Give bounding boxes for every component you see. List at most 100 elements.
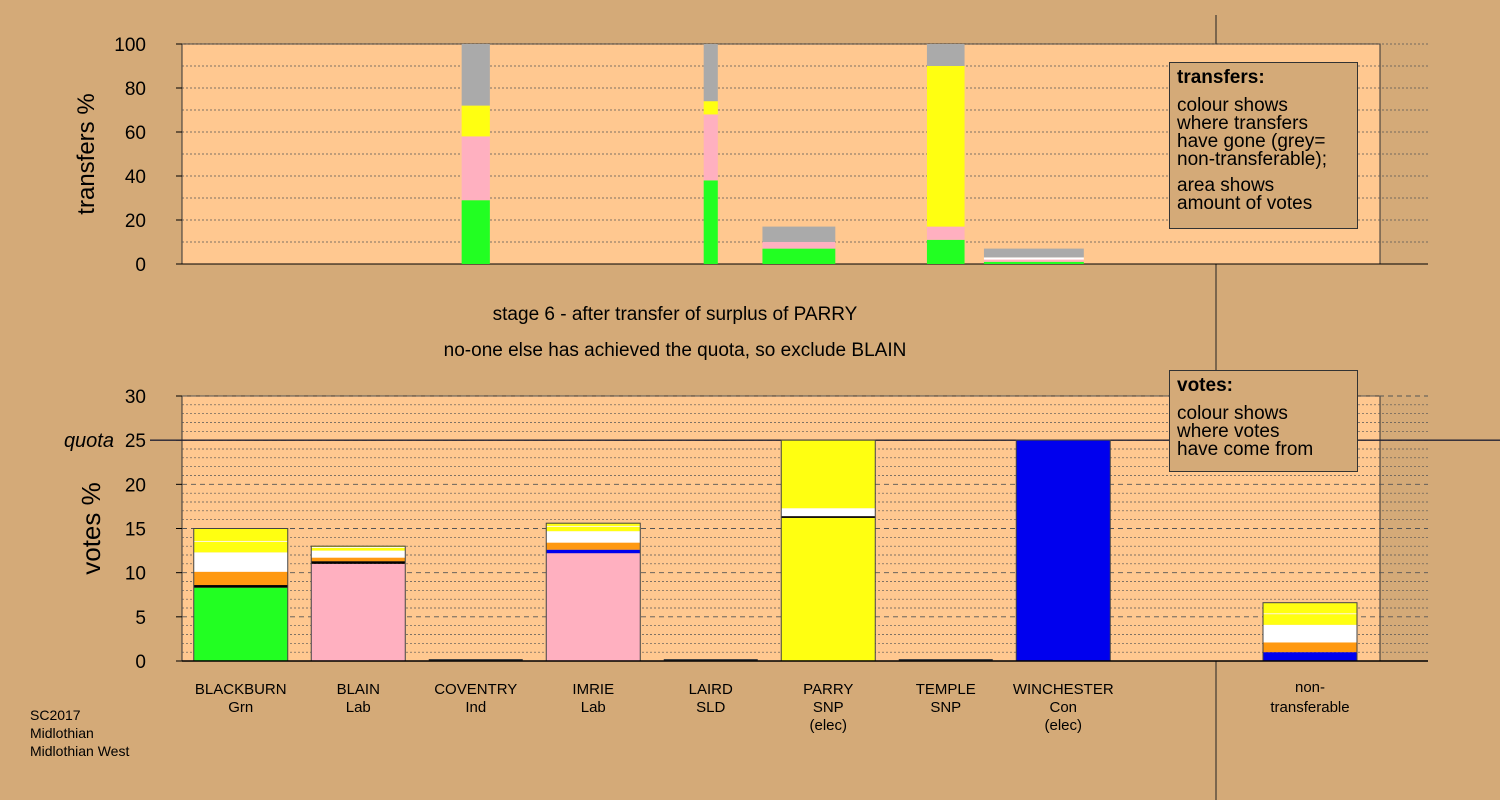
votes-tick-label: 30	[125, 387, 146, 408]
transfer-segment-pink	[762, 242, 836, 249]
candidate-party-label: Lab	[346, 699, 371, 716]
bar-parry-segment-yellow	[781, 440, 876, 509]
transfers-tick-label: 80	[125, 79, 146, 100]
bar-blain-segment-white	[311, 550, 406, 558]
footer-election: SC2017	[30, 707, 81, 723]
bar-nontransferable-segment-white	[1263, 624, 1357, 643]
candidate-name-label: PARRY	[803, 681, 853, 698]
transfers-tick-label: 60	[125, 123, 146, 144]
bar-parry-segment-white	[781, 508, 876, 517]
transfers-tick-label: 0	[135, 255, 146, 276]
bar-parry-segment-yellow	[781, 517, 876, 661]
transfer-segment-green	[926, 239, 965, 264]
legend-transfers-line: have gone (grey=	[1177, 131, 1326, 152]
bar-blackburn-segment-green	[193, 587, 288, 661]
legend-transfers-title: transfers:	[1177, 67, 1265, 88]
candidate-party-label: Grn	[228, 699, 253, 716]
bar-blackburn-segment-yellow	[193, 541, 288, 553]
votes-axis-label: votes %	[76, 482, 106, 575]
bar-blackburn-segment-orange	[193, 571, 288, 586]
caption-stage: stage 6 - after transfer of surplus of P…	[492, 304, 858, 325]
bar-blain-segment-pink	[311, 563, 406, 661]
bar-blain-segment-yellow	[311, 547, 406, 551]
bar-winchester-segment-blue	[1016, 440, 1111, 661]
candidate-name-label: LAIRD	[689, 681, 733, 698]
candidate-party-label: Con	[1049, 699, 1077, 716]
bar-imrie-segment-white	[546, 531, 641, 543]
legend-votes-line: where votes	[1177, 421, 1280, 442]
bar-blackburn-segment-yellow	[193, 528, 288, 541]
legend-votes: votes: colour shows where votes have com…	[1169, 370, 1358, 472]
legend-transfers-line: non-transferable);	[1177, 149, 1327, 170]
bar-imrie-segment-yellow	[546, 526, 641, 532]
bar-nontransferable-segment-white	[1263, 613, 1357, 615]
candidate-party-label: SLD	[696, 699, 725, 716]
candidate-party-label: SNP	[813, 699, 844, 716]
transfers-tick-label: 40	[125, 167, 146, 188]
bar-nontransferable-segment-yellow	[1263, 602, 1357, 614]
votes-tick-label: 25	[125, 431, 146, 452]
bar-imrie-segment-blue	[546, 549, 641, 554]
transfer-segment-white	[983, 257, 1084, 260]
transfer-segment-green	[983, 261, 1084, 264]
candidate-name-label: BLACKBURN	[195, 681, 287, 698]
candidate-party-label: Ind	[465, 699, 486, 716]
votes-tick-label: 20	[125, 475, 146, 496]
transfers-tick-label: 20	[125, 211, 146, 232]
transfers-tick-label: 100	[114, 35, 146, 56]
transfer-segment-yellow	[926, 66, 965, 227]
candidate-name-label: COVENTRY	[434, 681, 517, 698]
legend-votes-line: colour shows	[1177, 403, 1288, 424]
footer-election-info: SC2017 Midlothian Midlothian West	[30, 706, 129, 760]
transfers-axis-label: transfers %	[73, 93, 100, 214]
bar-blackburn-segment-white	[193, 540, 288, 542]
legend-votes-line: have come from	[1177, 439, 1314, 460]
candidate-elected-label: (elec)	[809, 717, 847, 734]
votes-tick-label: 5	[135, 608, 146, 629]
candidate-name-label: WINCHESTER	[1013, 681, 1114, 698]
votes-tick-label: 10	[125, 564, 146, 585]
legend-transfers-line: amount of votes	[1177, 193, 1313, 214]
transfer-segment-green	[703, 180, 718, 264]
footer-council: Midlothian	[30, 725, 94, 741]
transfer-segment-grey	[461, 44, 490, 106]
candidate-name-label: TEMPLE	[916, 681, 976, 698]
bar-blain-segment-orange	[311, 557, 406, 562]
transfer-segment-pink	[461, 136, 490, 201]
bar-blain-segment-white	[311, 547, 406, 548]
caption-exclusion: no-one else has achieved the quota, so e…	[443, 340, 907, 361]
transfer-segment-yellow	[703, 101, 718, 115]
transfer-segment-green	[461, 200, 490, 264]
legend-transfers-line: area shows	[1177, 175, 1275, 196]
transfer-segment-green	[762, 248, 836, 264]
candidate-name-label: IMRIE	[572, 681, 614, 698]
legend-transfers-line: colour shows	[1177, 95, 1288, 116]
transfer-segment-grey	[983, 248, 1084, 258]
transfer-segment-grey	[926, 44, 965, 66]
bar-imrie-segment-yellow	[546, 523, 641, 526]
transfer-segment-pink	[926, 226, 965, 240]
bar-blackburn-segment-white	[193, 552, 288, 572]
transfer-segment-pink	[703, 114, 718, 181]
legend-votes-title: votes:	[1177, 375, 1233, 396]
nontransferable-label: non-	[1295, 679, 1325, 696]
bar-imrie-segment-white	[546, 525, 641, 527]
bar-blackburn-segment-black	[193, 585, 288, 588]
candidate-party-label: SNP	[930, 699, 961, 716]
quota-label: quota	[64, 430, 114, 452]
nontransferable-label: transferable	[1270, 699, 1349, 716]
votes-tick-label: 15	[125, 520, 146, 541]
candidate-elected-label: (elec)	[1044, 717, 1082, 734]
transfer-segment-grey	[703, 44, 718, 102]
transfer-segment-pink	[983, 259, 1084, 262]
transfer-segment-grey	[762, 226, 836, 242]
legend-transfers: transfers: colour shows where transfers …	[1169, 62, 1358, 229]
bar-imrie-segment-pink	[546, 553, 641, 661]
bar-imrie-segment-orange	[546, 542, 641, 550]
bar-nontransferable-segment-blue	[1263, 652, 1357, 661]
votes-tick-label: 0	[135, 652, 146, 673]
legend-transfers-line: where transfers	[1177, 113, 1308, 134]
candidate-party-label: Lab	[581, 699, 606, 716]
footer-ward: Midlothian West	[30, 743, 130, 759]
